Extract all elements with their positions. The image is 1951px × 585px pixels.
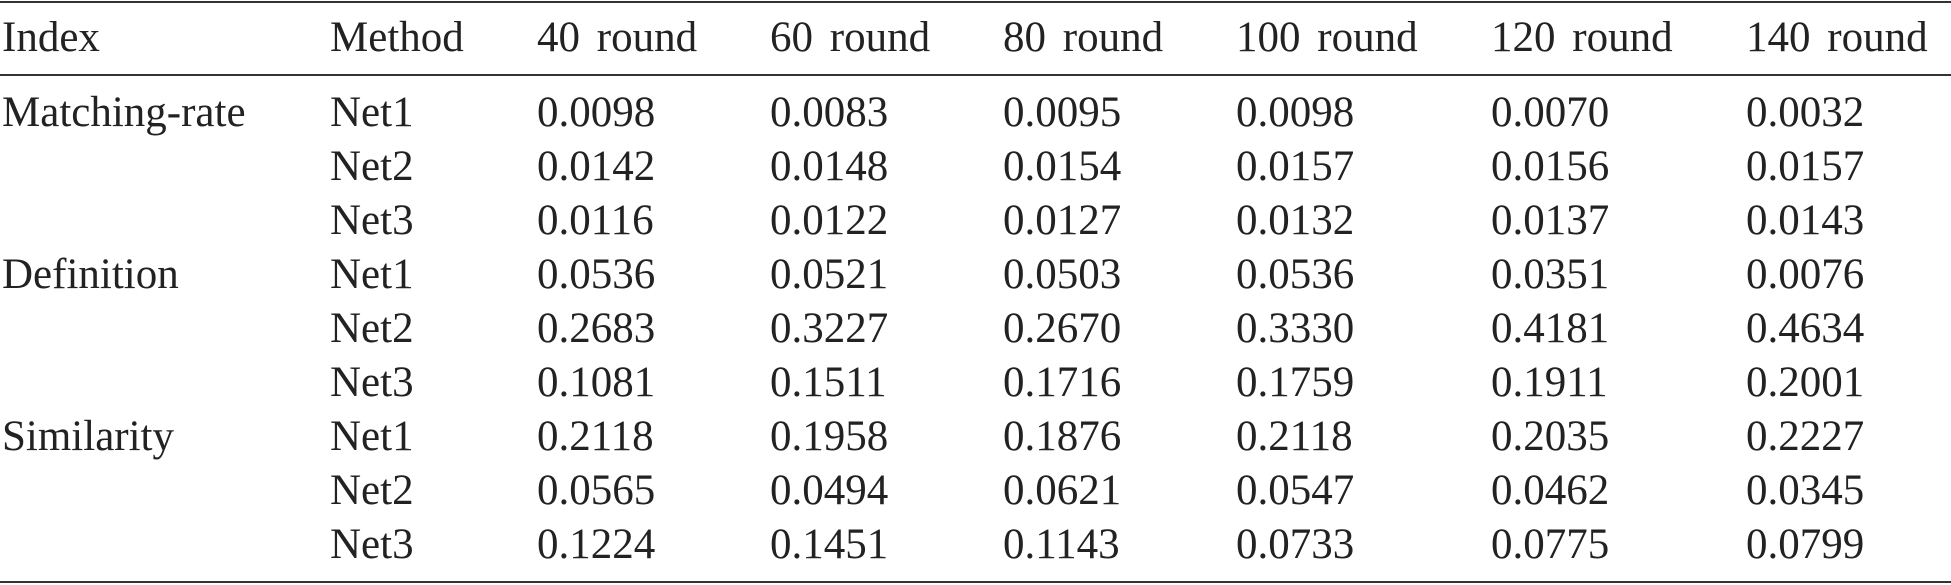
value-cell: 0.1451 (770, 521, 889, 568)
table-row: Net2 0.0142 0.0148 0.0154 0.0157 0.0156 … (0, 140, 1951, 194)
method-cell: Net3 (330, 521, 414, 568)
table-row: Net2 0.2683 0.3227 0.2670 0.3330 0.4181 … (0, 302, 1951, 356)
value-cell: 0.2227 (1746, 413, 1865, 460)
method-cell: Net3 (330, 197, 414, 244)
method-cell: Net3 (330, 359, 414, 406)
value-cell: 0.3227 (770, 305, 889, 352)
index-cell: Matching-rate (2, 89, 246, 136)
value-cell: 0.0621 (1003, 467, 1122, 514)
value-cell: 0.0494 (770, 467, 889, 514)
value-cell: 0.0070 (1491, 89, 1610, 136)
header-index: Index (2, 14, 100, 61)
value-cell: 0.0142 (537, 143, 656, 190)
header-60-round: 60 round (770, 14, 931, 61)
value-cell: 0.0154 (1003, 143, 1122, 190)
value-cell: 0.0127 (1003, 197, 1122, 244)
value-cell: 0.1511 (770, 359, 887, 406)
value-cell: 0.4181 (1491, 305, 1610, 352)
value-cell: 0.0733 (1236, 521, 1355, 568)
table-bottom-rule (0, 581, 1951, 583)
table-top-rule (0, 1, 1951, 3)
value-cell: 0.1958 (770, 413, 889, 460)
value-cell: 0.0157 (1746, 143, 1865, 190)
value-cell: 0.0799 (1746, 521, 1865, 568)
value-cell: 0.3330 (1236, 305, 1355, 352)
value-cell: 0.0132 (1236, 197, 1355, 244)
value-cell: 0.2683 (537, 305, 656, 352)
header-100-round: 100 round (1236, 14, 1418, 61)
table-row: Net2 0.0565 0.0494 0.0621 0.0547 0.0462 … (0, 464, 1951, 518)
header-method: Method (330, 14, 464, 61)
value-cell: 0.0521 (770, 251, 889, 298)
value-cell: 0.0156 (1491, 143, 1610, 190)
value-cell: 0.1081 (537, 359, 656, 406)
value-cell: 0.1143 (1003, 521, 1120, 568)
table-row: Definition Net1 0.0536 0.0521 0.0503 0.0… (0, 248, 1951, 302)
table-header-rule (0, 74, 1951, 76)
method-cell: Net1 (330, 89, 414, 136)
value-cell: 0.0122 (770, 197, 889, 244)
header-140-round: 140 round (1746, 14, 1928, 61)
value-cell: 0.0775 (1491, 521, 1610, 568)
value-cell: 0.0148 (770, 143, 889, 190)
index-cell: Similarity (2, 413, 174, 460)
header-40-round: 40 round (537, 14, 698, 61)
method-cell: Net1 (330, 413, 414, 460)
table-row: Net3 0.0116 0.0122 0.0127 0.0132 0.0137 … (0, 194, 1951, 248)
method-cell: Net2 (330, 305, 414, 352)
value-cell: 0.2118 (537, 413, 654, 460)
value-cell: 0.2118 (1236, 413, 1353, 460)
value-cell: 0.0116 (537, 197, 654, 244)
value-cell: 0.2001 (1746, 359, 1865, 406)
method-cell: Net2 (330, 143, 414, 190)
value-cell: 0.0536 (1236, 251, 1355, 298)
value-cell: 0.2035 (1491, 413, 1610, 460)
value-cell: 0.0565 (537, 467, 656, 514)
value-cell: 0.0503 (1003, 251, 1122, 298)
value-cell: 0.4634 (1746, 305, 1865, 352)
value-cell: 0.1911 (1491, 359, 1608, 406)
table-header-row: Index Method 40 round 60 round 80 round … (0, 11, 1951, 65)
value-cell: 0.0351 (1491, 251, 1610, 298)
value-cell: 0.1716 (1003, 359, 1122, 406)
value-cell: 0.0098 (1236, 89, 1355, 136)
value-cell: 0.0157 (1236, 143, 1355, 190)
value-cell: 0.0076 (1746, 251, 1865, 298)
value-cell: 0.1876 (1003, 413, 1122, 460)
value-cell: 0.0547 (1236, 467, 1355, 514)
table-row: Matching-rate Net1 0.0098 0.0083 0.0095 … (0, 86, 1951, 140)
table-row: Net3 0.1224 0.1451 0.1143 0.0733 0.0775 … (0, 518, 1951, 572)
value-cell: 0.0137 (1491, 197, 1610, 244)
method-cell: Net2 (330, 467, 414, 514)
value-cell: 0.2670 (1003, 305, 1122, 352)
value-cell: 0.0095 (1003, 89, 1122, 136)
value-cell: 0.0098 (537, 89, 656, 136)
value-cell: 0.1759 (1236, 359, 1355, 406)
value-cell: 0.0143 (1746, 197, 1865, 244)
value-cell: 0.0083 (770, 89, 889, 136)
value-cell: 0.0345 (1746, 467, 1865, 514)
value-cell: 0.0032 (1746, 89, 1865, 136)
value-cell: 0.0536 (537, 251, 656, 298)
table-row: Similarity Net1 0.2118 0.1958 0.1876 0.2… (0, 410, 1951, 464)
header-80-round: 80 round (1003, 14, 1164, 61)
value-cell: 0.1224 (537, 521, 656, 568)
header-120-round: 120 round (1491, 14, 1673, 61)
index-cell: Definition (2, 251, 179, 298)
method-cell: Net1 (330, 251, 414, 298)
value-cell: 0.0462 (1491, 467, 1610, 514)
table-row: Net3 0.1081 0.1511 0.1716 0.1759 0.1911 … (0, 356, 1951, 410)
